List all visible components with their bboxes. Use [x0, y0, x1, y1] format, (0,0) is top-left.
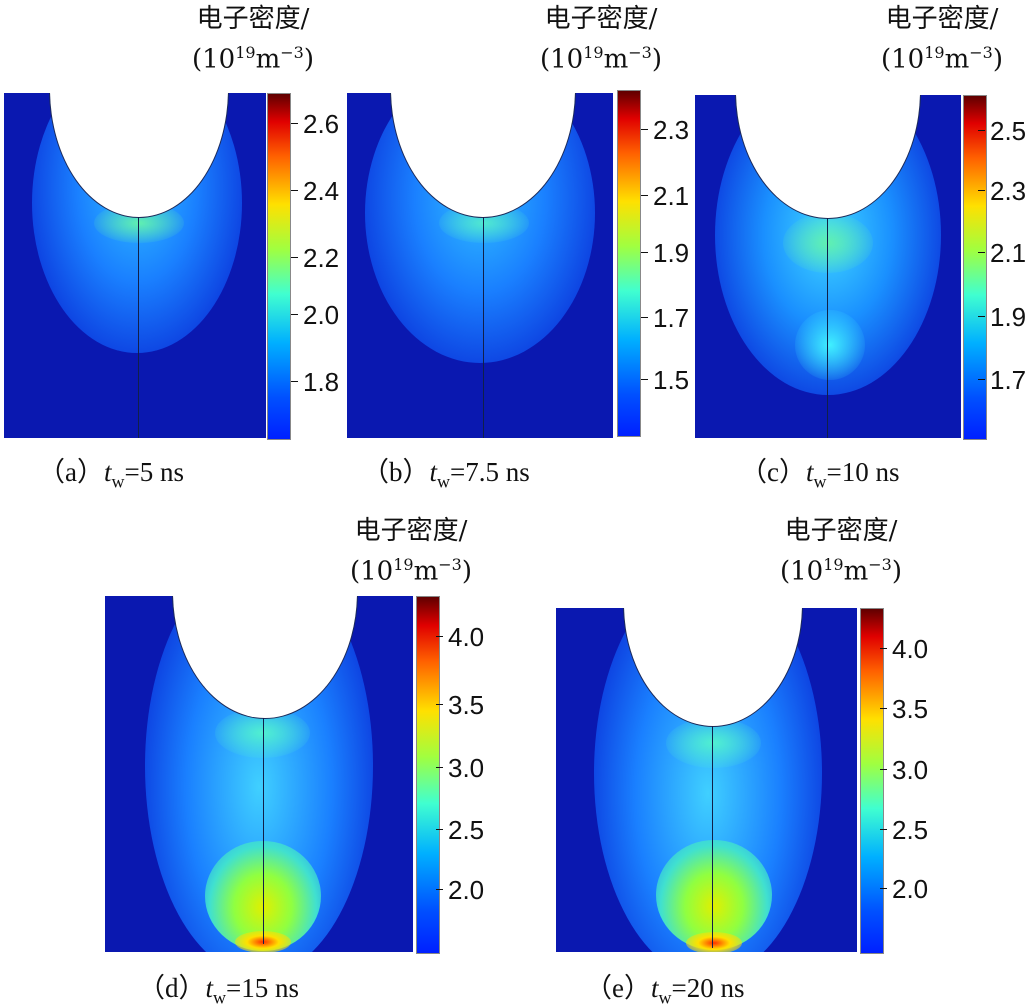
colorbar-tick: 3.5	[879, 694, 929, 724]
colorbar	[416, 596, 440, 954]
colorbar-tick: 2.1	[640, 181, 690, 211]
density-map	[105, 596, 413, 952]
density-map	[695, 95, 961, 438]
colorbar	[267, 93, 291, 440]
colorbar-unit: (1019m−3)	[540, 43, 662, 75]
discharge-channel	[483, 217, 484, 438]
colorbar-tick: 2.5	[879, 815, 929, 845]
density-map	[347, 93, 613, 438]
panel-caption: （a）tw=5 ns	[38, 457, 184, 492]
colorbar-tick: 2.3	[640, 115, 690, 145]
discharge-channel	[263, 718, 264, 944]
colorbar-title: 电子密度/ (1019m−3)	[178, 2, 328, 77]
colorbar-tick: 1.9	[977, 302, 1027, 332]
colorbar-tick: 1.7	[977, 365, 1027, 395]
colorbar-tick: 2.0	[879, 874, 929, 904]
colorbar-tick: 1.9	[640, 238, 690, 268]
panel-caption: （e）tw=20 ns	[585, 973, 745, 1008]
colorbar-unit: (1019m−3)	[881, 43, 1003, 75]
colorbar-label: 电子密度/	[354, 516, 468, 546]
colorbar-title: 电子密度/ (1019m−3)	[867, 2, 1017, 77]
colorbar-tick: 1.5	[640, 365, 690, 395]
colorbar-tick: 1.7	[640, 303, 690, 333]
colorbar-tick: 2.3	[977, 176, 1027, 206]
panel-caption: （c）tw=10 ns	[740, 457, 900, 492]
colorbar-unit: (1019m−3)	[192, 43, 314, 75]
colorbar-tick: 4.0	[435, 622, 485, 652]
colorbar-unit: (1019m−3)	[350, 555, 472, 587]
colorbar-tick: 1.8	[290, 367, 340, 397]
colorbar-tick: 2.4	[290, 176, 340, 206]
discharge-channel	[138, 217, 139, 438]
colorbar-label: 电子密度/	[784, 516, 898, 546]
colorbar	[617, 90, 641, 437]
panel-caption: （d）tw=15 ns	[138, 973, 299, 1008]
colorbar-label: 电子密度/	[885, 4, 999, 34]
density-map	[4, 93, 266, 438]
colorbar-tick: 2.2	[290, 243, 340, 273]
colorbar-title: 电子密度/ (1019m−3)	[766, 514, 916, 589]
colorbar-tick: 2.6	[290, 109, 340, 139]
colorbar-tick: 2.5	[977, 116, 1027, 146]
colorbar	[963, 95, 987, 440]
panel-caption: （b）tw=7.5 ns	[362, 457, 530, 492]
colorbar-title: 电子密度/ (1019m−3)	[336, 514, 486, 589]
colorbar-tick: 2.0	[290, 300, 340, 330]
discharge-channel	[712, 726, 713, 948]
discharge-channel	[827, 218, 828, 438]
colorbar-unit: (1019m−3)	[780, 555, 902, 587]
colorbar-title: 电子密度/ (1019m−3)	[526, 2, 676, 77]
colorbar	[860, 608, 884, 954]
colorbar-tick: 3.5	[435, 690, 485, 720]
colorbar-tick: 3.0	[879, 755, 929, 785]
density-map	[556, 608, 857, 952]
colorbar-label: 电子密度/	[544, 4, 658, 34]
colorbar-tick: 2.0	[435, 875, 485, 905]
colorbar-tick: 2.1	[977, 238, 1027, 268]
colorbar-label: 电子密度/	[196, 4, 310, 34]
colorbar-tick: 2.5	[435, 815, 485, 845]
colorbar-tick: 3.0	[435, 753, 485, 783]
colorbar-tick: 4.0	[879, 634, 929, 664]
